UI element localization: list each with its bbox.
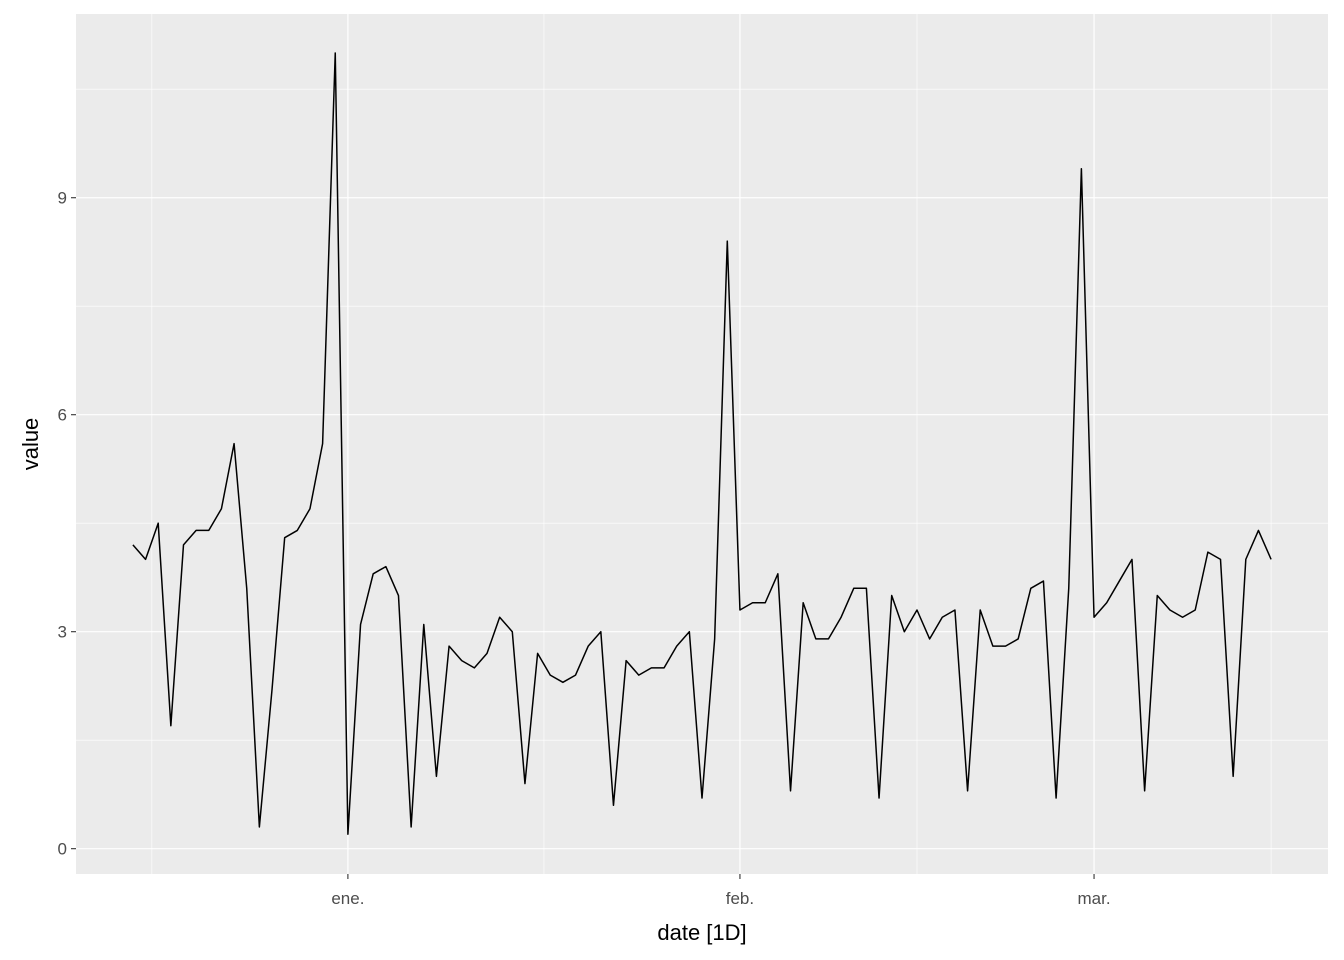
y-tick-label: 3 xyxy=(58,623,67,642)
panel xyxy=(76,14,1328,874)
data-line xyxy=(132,52,1272,835)
x-tick-label: ene. xyxy=(331,889,364,908)
x-axis-title: date [1D] xyxy=(657,920,746,945)
y-tick-label: 9 xyxy=(58,189,67,208)
y-tick-label: 6 xyxy=(58,406,67,425)
y-axis-title: value xyxy=(18,418,43,471)
x-tick-label: feb. xyxy=(726,889,754,908)
x-tick-label: mar. xyxy=(1078,889,1111,908)
y-tick-label: 0 xyxy=(58,840,67,859)
